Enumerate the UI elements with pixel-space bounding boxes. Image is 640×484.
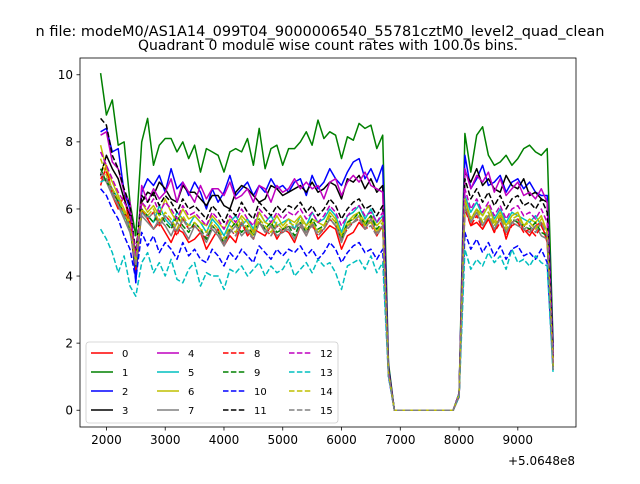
y-tick-label: 4 (65, 269, 73, 283)
x-tick-label: 9000 (503, 433, 534, 447)
series-line-15 (100, 171, 554, 411)
x-tick-label: 2000 (91, 433, 122, 447)
series-line-5 (100, 178, 554, 411)
figure-suptitle: n file: modeM0/AS1A14_099T04_9000006540_… (36, 24, 605, 40)
series-line-0 (99, 164, 554, 411)
series-line-4 (100, 131, 554, 411)
y-tick-label: 0 (65, 404, 73, 418)
y-tick-label: 2 (65, 336, 73, 350)
series-line-10 (100, 188, 554, 411)
legend-label-5: 5 (188, 368, 194, 379)
series-line-12 (99, 151, 554, 411)
series-line-6 (99, 145, 554, 411)
series-line-13 (99, 228, 554, 411)
legend-label-6: 6 (188, 387, 194, 398)
legend-label-7: 7 (188, 406, 194, 417)
x-tick-label: 8000 (444, 433, 475, 447)
series-line-8 (100, 171, 554, 411)
y-tick-label: 8 (65, 135, 73, 149)
chart-title: Quadrant 0 module wise count rates with … (138, 38, 518, 54)
series-line-1 (99, 72, 554, 411)
legend-label-10: 10 (254, 387, 267, 398)
plot-area (99, 72, 554, 411)
x-offset-label: +5.0648e8 (508, 454, 575, 468)
legend-label-15: 15 (320, 406, 333, 417)
x-tick-label: 7000 (385, 433, 416, 447)
legend-label-3: 3 (122, 406, 128, 417)
y-tick-label: 6 (65, 202, 73, 216)
legend-label-8: 8 (254, 349, 260, 360)
series-line-3 (99, 154, 554, 411)
legend-label-13: 13 (320, 368, 333, 379)
legend-label-2: 2 (122, 387, 128, 398)
y-tick-label: 10 (58, 68, 73, 82)
legend-label-4: 4 (188, 349, 194, 360)
legend-label-0: 0 (122, 349, 128, 360)
series-line-11 (100, 117, 554, 411)
legend-label-14: 14 (320, 387, 333, 398)
legend-box (85, 341, 339, 424)
legend-label-12: 12 (320, 349, 333, 360)
legend-label-9: 9 (254, 368, 260, 379)
legend-label-1: 1 (122, 368, 128, 379)
axes-frame (79, 57, 577, 428)
x-tick-label: 6000 (326, 433, 357, 447)
legend-label-11: 11 (254, 406, 267, 417)
series-line-14 (99, 158, 554, 411)
x-tick-label: 3000 (150, 433, 181, 447)
x-tick-label: 5000 (267, 433, 298, 447)
x-tick-label: 4000 (209, 433, 240, 447)
